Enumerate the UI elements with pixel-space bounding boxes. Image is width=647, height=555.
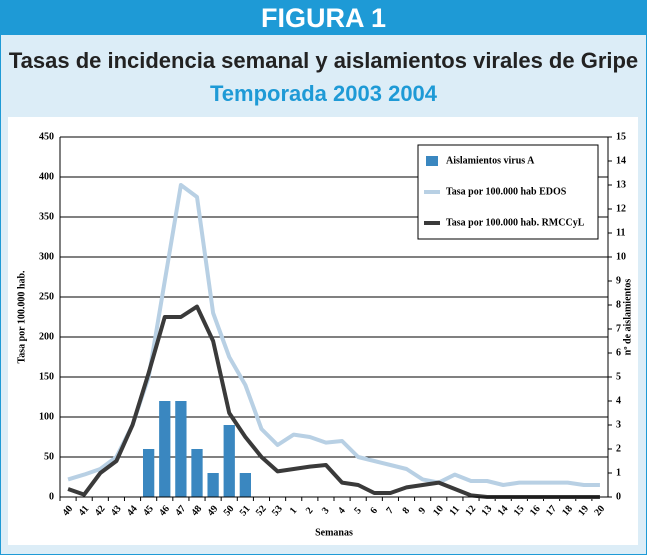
x-tick-label: 47 (173, 504, 188, 519)
y-tick-label: 50 (44, 451, 54, 462)
y-tick-label: 250 (39, 291, 54, 302)
x-tick-label: 3 (320, 505, 332, 516)
x-tick-label: 41 (77, 504, 92, 519)
x-tick-label: 50 (222, 504, 237, 519)
y-tick-label: 400 (39, 171, 54, 182)
x-tick-label: 11 (447, 504, 462, 518)
y-tick-label: 200 (39, 331, 54, 342)
x-tick-label: 1 (288, 505, 300, 516)
x-tick-label: 9 (417, 505, 429, 516)
x-tick-label: 8 (401, 505, 413, 516)
x-tick-label: 16 (528, 504, 543, 519)
y2-tick-label: 9 (616, 275, 621, 286)
y-tick-label: 350 (39, 211, 54, 222)
x-tick-label: 7 (384, 505, 396, 516)
x-tick-label: 19 (576, 504, 591, 519)
legend-label: Tasa por 100.000 hab. RMCCyL (446, 217, 585, 228)
bar (175, 401, 187, 497)
x-tick-label: 49 (206, 504, 221, 519)
x-tick-label: 15 (512, 504, 527, 519)
x-tick-label: 5 (352, 505, 364, 516)
x-tick-label: 17 (544, 504, 559, 519)
x-tick-label: 13 (480, 504, 495, 519)
y2-tick-label: 7 (616, 323, 621, 334)
x-tick-label: 44 (125, 504, 140, 519)
y-axis-label: Tasa por 100.000 hab. (16, 270, 27, 364)
y2-tick-label: 1 (616, 467, 621, 478)
x-tick-label: 51 (238, 504, 253, 519)
x-tick-label: 53 (270, 504, 285, 519)
y-tick-label: 300 (39, 251, 54, 262)
x-tick-label: 45 (141, 504, 156, 519)
legend-swatch (426, 156, 438, 166)
banner: FIGURA 1 (1, 1, 646, 35)
y-tick-label: 150 (39, 371, 54, 382)
x-tick-label: 12 (463, 504, 478, 519)
x-tick-label: 14 (496, 504, 511, 519)
bar (223, 425, 235, 497)
y2-axis-label: nº de aislamientos (622, 279, 633, 356)
x-tick-label: 42 (93, 504, 108, 519)
legend-label: Aislamientos virus A (446, 155, 535, 166)
x-axis-label: Semanas (315, 527, 353, 538)
y2-tick-label: 3 (616, 419, 621, 430)
bar (207, 473, 219, 497)
x-tick-label: 4 (336, 505, 348, 516)
y2-tick-label: 10 (616, 251, 626, 262)
bar (239, 473, 251, 497)
y2-tick-label: 15 (616, 131, 626, 142)
y-tick-label: 450 (39, 131, 54, 142)
y-tick-label: 0 (49, 491, 54, 502)
y2-tick-label: 5 (616, 371, 621, 382)
y2-tick-label: 0 (616, 491, 621, 502)
chart: 0501001502002503003504004500123456789101… (8, 117, 638, 545)
x-tick-label: 48 (189, 504, 204, 519)
x-tick-label: 52 (254, 504, 269, 519)
x-tick-label: 6 (368, 505, 380, 516)
bar (191, 449, 203, 497)
x-tick-label: 20 (592, 504, 607, 519)
line (67, 183, 600, 487)
bar (159, 401, 171, 497)
bar (143, 449, 155, 497)
y2-tick-label: 4 (616, 395, 621, 406)
y2-tick-label: 6 (616, 347, 621, 358)
y2-tick-label: 2 (616, 443, 621, 454)
chart-title: Tasas de incidencia semanal y aislamient… (8, 48, 639, 73)
y2-tick-label: 14 (616, 155, 626, 166)
chart-subtitle: Temporada 2003 2004 (209, 81, 438, 106)
y2-tick-label: 8 (616, 299, 621, 310)
x-tick-label: 40 (60, 504, 75, 519)
y2-tick-label: 12 (616, 203, 626, 214)
y2-tick-label: 11 (616, 227, 625, 238)
legend-label: Tasa por 100.000 hab EDOS (446, 186, 567, 197)
x-tick-label: 18 (560, 504, 575, 519)
legend-box (417, 144, 599, 240)
y2-tick-label: 13 (616, 179, 626, 190)
x-tick-label: 10 (431, 504, 446, 519)
y-tick-label: 100 (39, 411, 54, 422)
x-tick-label: 46 (157, 504, 172, 519)
x-tick-label: 43 (109, 504, 124, 519)
x-tick-label: 2 (304, 505, 316, 516)
